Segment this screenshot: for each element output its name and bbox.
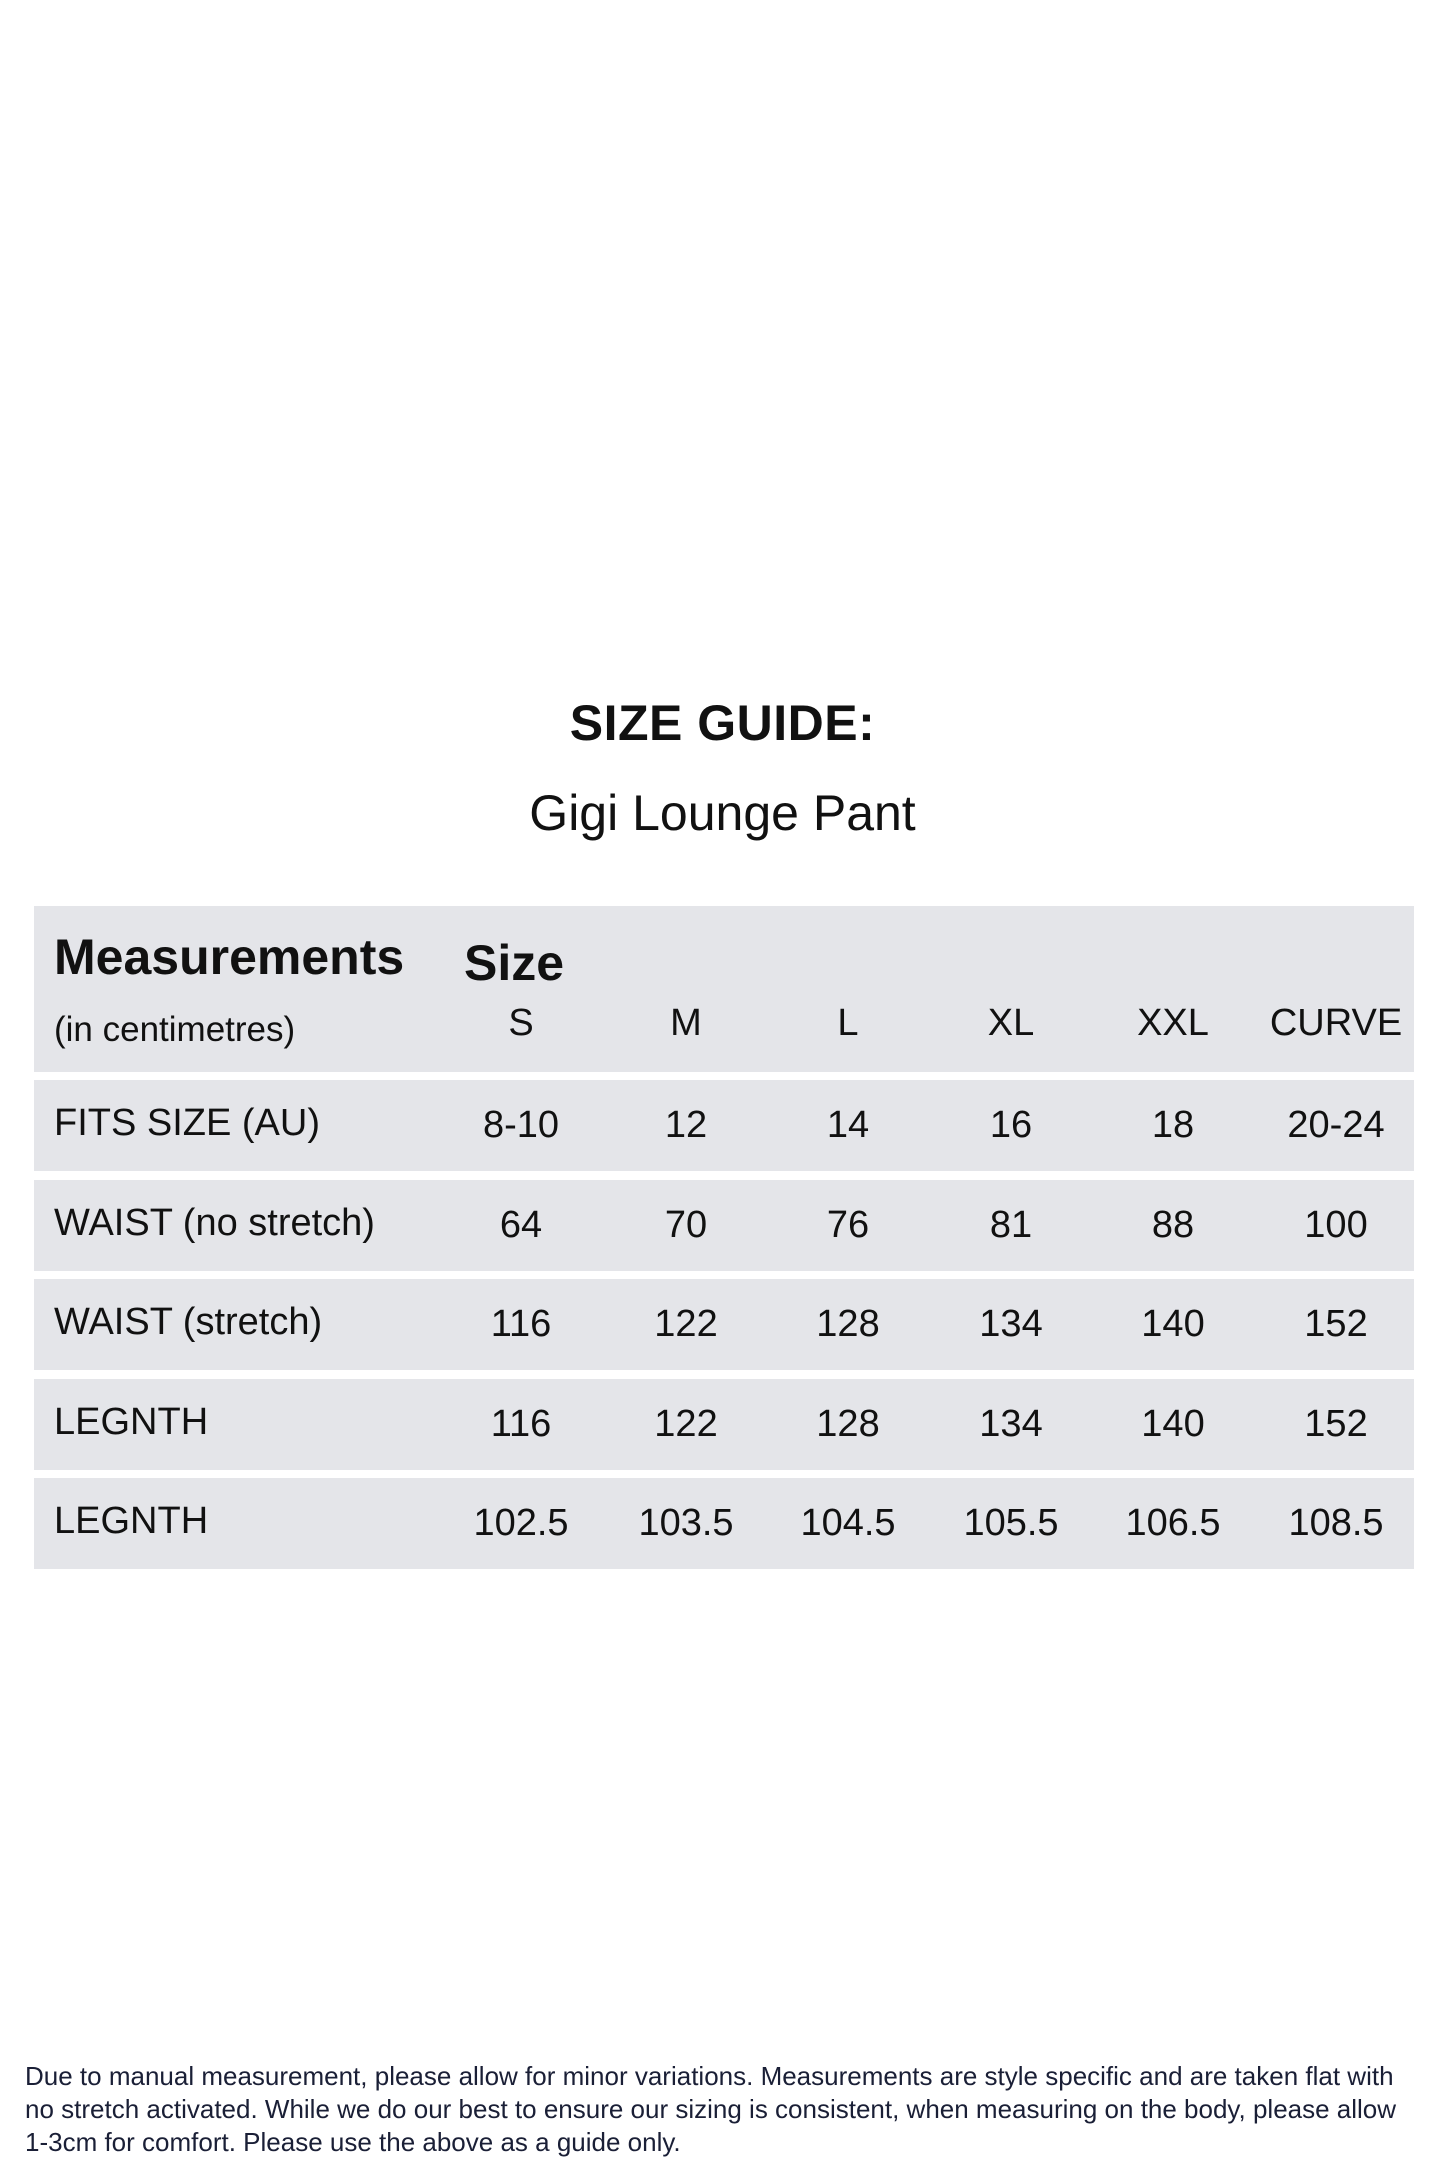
- table-cell: 100: [1304, 1204, 1368, 1246]
- table-cell: 134: [979, 1403, 1043, 1445]
- table-row: WAIST (stretch) 116 122 128 134 140 152: [34, 1279, 1414, 1370]
- table-cell: 64: [499, 1204, 543, 1246]
- row-label: LEGNTH: [54, 1401, 209, 1443]
- table-cell: 128: [816, 1303, 880, 1345]
- table-cell: 105.5: [963, 1502, 1059, 1544]
- table-cell: 116: [490, 1403, 552, 1445]
- table-cell: 152: [1304, 1403, 1368, 1445]
- table-cell: 128: [816, 1403, 880, 1445]
- table-cell: 116: [490, 1303, 552, 1345]
- measurements-header: Measurements: [54, 929, 405, 985]
- size-column-header: XL: [987, 1002, 1035, 1044]
- row-label: LEGNTH: [54, 1500, 209, 1542]
- disclaimer-line: Due to manual measurement, please allow …: [25, 2061, 1394, 2091]
- table-cell: 103.5: [638, 1502, 734, 1544]
- table-cell: 140: [1141, 1303, 1205, 1345]
- table-cell: 122: [654, 1403, 718, 1445]
- table-cell: 104.5: [800, 1502, 896, 1544]
- size-column-header: M: [670, 1002, 702, 1044]
- product-name: Gigi Lounge Pant: [529, 785, 916, 841]
- size-header: Size: [464, 935, 565, 991]
- disclaimer-line: 1-3cm for comfort. Please use the above …: [25, 2127, 681, 2157]
- table-cell: 122: [654, 1303, 718, 1345]
- disclaimer: Due to manual measurement, please allow …: [25, 2060, 1396, 2159]
- table-cell: 18: [1151, 1104, 1195, 1146]
- table-cell: 102.5: [473, 1502, 569, 1544]
- table-cell: 16: [989, 1104, 1033, 1146]
- table-cell: 20-24: [1287, 1104, 1385, 1146]
- table-cell: 8-10: [482, 1104, 560, 1146]
- table-cell: 70: [664, 1204, 708, 1246]
- table-cell: 81: [989, 1204, 1033, 1246]
- table-cell: 12: [664, 1104, 708, 1146]
- table-row: LEGNTH 116 122 128 134 140 152: [34, 1379, 1414, 1470]
- row-label: WAIST (stretch): [54, 1301, 323, 1343]
- table-cell: 14: [826, 1104, 870, 1146]
- table-row: FITS SIZE (AU) 8-10 12 14 16 18 20-24: [34, 1080, 1414, 1171]
- table-cell: 76: [826, 1204, 870, 1246]
- row-label: FITS SIZE (AU): [54, 1102, 320, 1144]
- table-cell: 88: [1151, 1204, 1195, 1246]
- row-label: WAIST (no stretch): [54, 1202, 375, 1244]
- table-row: LEGNTH 102.5 103.5 104.5 105.5 106.5 108.5: [34, 1478, 1414, 1569]
- table-cell: 134: [979, 1303, 1043, 1345]
- size-column-header: XXL: [1137, 1002, 1209, 1044]
- unit-label: (in centimetres): [54, 1010, 296, 1049]
- table-cell: 106.5: [1125, 1502, 1221, 1544]
- disclaimer-line: no stretch activated. While we do our be…: [25, 2094, 1397, 2124]
- table-row: WAIST (no stretch) 64 70 76 81 88 100: [34, 1180, 1414, 1271]
- table-cell: 152: [1304, 1303, 1368, 1345]
- table-cell: 140: [1141, 1403, 1205, 1445]
- size-column-header: L: [837, 1002, 859, 1044]
- table-cell: 108.5: [1288, 1502, 1384, 1544]
- table-header-row: Measurements (in centimetres) Size S M L XL…: [34, 906, 1414, 1072]
- page-title: SIZE GUIDE:: [569, 695, 876, 751]
- size-column-header: S: [508, 1002, 534, 1044]
- size-column-header: CURVE: [1269, 1002, 1403, 1044]
